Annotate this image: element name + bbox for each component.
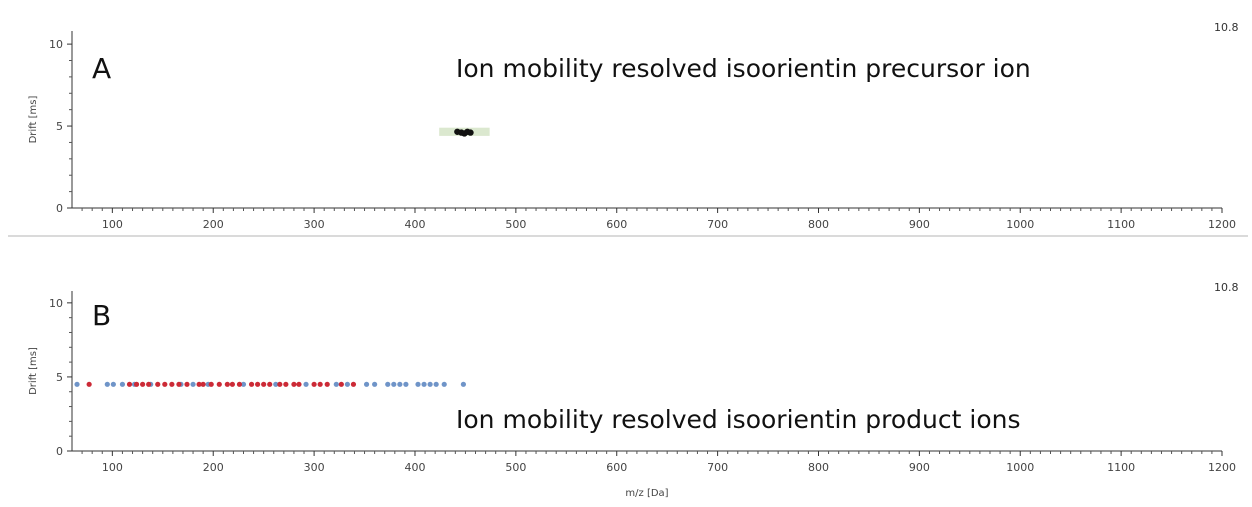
y-tick-label: 0	[56, 445, 63, 458]
x-tick-label: 400	[404, 461, 425, 474]
x-tick-label: 1100	[1107, 218, 1135, 231]
data-point	[338, 381, 344, 387]
data-point	[176, 381, 182, 387]
data-point	[267, 381, 273, 387]
data-point	[240, 381, 247, 387]
x-tick-label: 900	[909, 218, 930, 231]
data-point	[155, 381, 161, 387]
x-tick-label: 100	[102, 461, 123, 474]
data-point	[236, 381, 243, 387]
data-point	[146, 381, 152, 387]
x-tick-label: 500	[505, 218, 526, 231]
data-point	[104, 381, 110, 387]
data-point	[283, 381, 289, 387]
data-point	[467, 129, 474, 136]
x-tick-label: 400	[404, 218, 425, 231]
data-point	[391, 381, 397, 387]
data-point	[196, 381, 202, 387]
x-tick-label: 300	[304, 218, 325, 231]
axis-ticks: 100 200 300 400 500 600 700 800 900 1000 1100 1200 0…	[49, 38, 1236, 231]
data-point	[344, 381, 350, 387]
data-point	[140, 381, 146, 387]
y-tick-label: 5	[56, 371, 63, 384]
x-tick-label: 800	[808, 218, 829, 231]
data-point	[311, 381, 317, 387]
data-point	[333, 381, 339, 387]
x-tick-label: 900	[909, 461, 930, 474]
x-tick-label: 1200	[1208, 461, 1236, 474]
data-point	[350, 381, 357, 387]
x-tick-label: 200	[203, 218, 224, 231]
x-tick-label: 500	[505, 461, 526, 474]
data-point	[372, 381, 378, 387]
x-tick-label: 1000	[1006, 461, 1034, 474]
data-point	[460, 381, 467, 387]
data-point	[162, 381, 168, 387]
y-axis-title: Drift [ms]	[28, 96, 39, 144]
data-point	[415, 381, 421, 387]
x-axis-title: m/z [Da]	[625, 488, 668, 499]
x-tick-label: 600	[606, 461, 627, 474]
data-points	[74, 381, 467, 387]
data-point	[184, 381, 190, 387]
corner-value: 10.8	[1214, 21, 1239, 34]
data-point	[296, 381, 302, 387]
data-point	[421, 381, 427, 387]
x-tick-label: 600	[606, 218, 627, 231]
data-point	[74, 381, 80, 387]
x-tick-label: 800	[808, 461, 829, 474]
x-tick-label: 100	[102, 218, 123, 231]
data-point	[397, 381, 403, 387]
data-point	[224, 381, 230, 387]
data-point	[277, 381, 283, 387]
panel-b: 100 200 300 400 500 600 700 800 900 1000 1100 1200 0…	[28, 281, 1239, 499]
panel-letter: A	[92, 52, 111, 85]
data-point	[403, 381, 409, 387]
panel-annotation: Ion mobility resolved isoorientin produc…	[456, 405, 1021, 434]
y-tick-label: 10	[49, 38, 63, 51]
data-point	[273, 381, 279, 387]
data-point	[169, 381, 175, 387]
panel-letter: B	[92, 299, 111, 332]
x-tick-label: 300	[304, 461, 325, 474]
y-tick-label: 5	[56, 120, 63, 133]
data-point	[126, 381, 133, 387]
data-point	[216, 381, 222, 387]
x-tick-label: 700	[707, 461, 728, 474]
panel-a: 100 200 300 400 500 600 700 800 900 1000 1100 1200 0…	[28, 21, 1239, 231]
data-point	[324, 381, 330, 387]
corner-value: 10.8	[1214, 281, 1239, 294]
data-point	[248, 381, 255, 387]
data-point	[385, 381, 391, 387]
data-point	[110, 381, 116, 387]
x-tick-label: 200	[203, 461, 224, 474]
data-point	[261, 381, 267, 387]
x-tick-label: 1000	[1006, 218, 1034, 231]
axis-ticks: 100 200 300 400 500 600 700 800 900 1000 1100 1200 0…	[49, 297, 1236, 474]
data-points	[454, 128, 474, 137]
data-point	[208, 381, 214, 387]
data-point	[427, 381, 433, 387]
data-point	[363, 381, 370, 387]
data-point	[317, 381, 323, 387]
y-tick-label: 0	[56, 202, 63, 215]
data-point	[441, 381, 447, 387]
data-point	[303, 381, 309, 387]
data-point	[190, 381, 196, 387]
y-axis-title: Drift [ms]	[28, 347, 39, 395]
data-point	[255, 381, 261, 387]
data-point	[433, 381, 439, 387]
y-tick-label: 10	[49, 297, 63, 310]
data-point	[119, 381, 126, 387]
data-point	[86, 381, 92, 387]
x-tick-label: 1100	[1107, 461, 1135, 474]
data-point	[291, 381, 297, 387]
data-point	[229, 381, 235, 387]
data-point	[133, 381, 140, 387]
x-tick-label: 700	[707, 218, 728, 231]
data-point	[200, 381, 206, 387]
panel-annotation: Ion mobility resolved isoorientin precur…	[456, 54, 1031, 83]
x-tick-label: 1200	[1208, 218, 1236, 231]
